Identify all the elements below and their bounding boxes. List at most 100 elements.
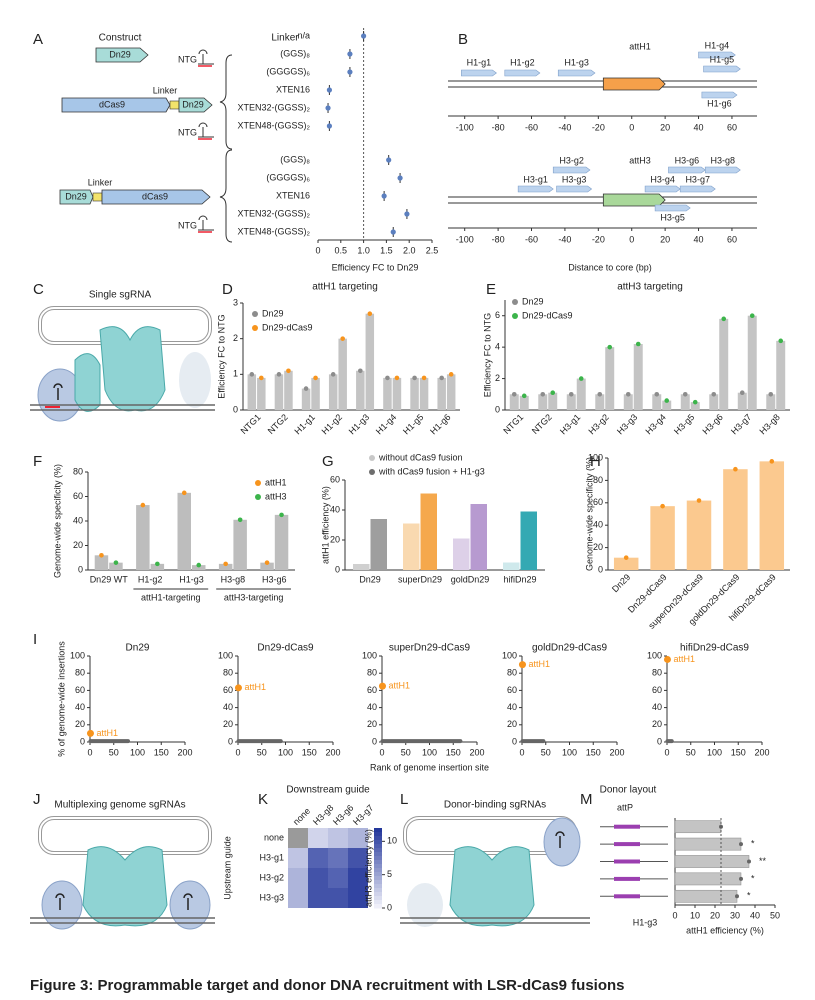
bar <box>719 318 729 410</box>
panel-label: D <box>222 281 233 298</box>
y-tick-label: 40 <box>75 702 85 712</box>
dot <box>361 33 367 39</box>
category-label: XTEN32-(GGSS)₂ <box>237 102 310 112</box>
bar <box>686 500 712 570</box>
panel-label: B <box>458 31 468 48</box>
y-tick-label: 20 <box>593 542 603 552</box>
cell <box>308 848 328 868</box>
bar <box>419 377 429 410</box>
dcas9 <box>41 880 83 930</box>
x-tick-label: 2.5 <box>426 245 439 255</box>
bar <box>218 563 233 570</box>
y-axis-label: Upstream guide <box>222 836 232 900</box>
colorbar <box>374 892 382 897</box>
cell <box>348 828 368 848</box>
y-tick-label: 60 <box>73 491 83 501</box>
bar-dot <box>259 375 264 381</box>
sgrna-icon <box>198 49 214 65</box>
category-label: (GGS)₈ <box>280 48 310 58</box>
bar-dot <box>330 372 336 377</box>
bar <box>247 374 257 410</box>
colorbar <box>374 880 382 885</box>
row-label: H3-g3 <box>259 892 284 902</box>
panel-label: C <box>33 281 44 298</box>
cell <box>348 888 368 908</box>
chart-title: attH3 targeting <box>617 282 683 293</box>
bar-dot <box>340 336 345 341</box>
bar <box>365 313 375 410</box>
x-tick-label: H3-g3 <box>615 412 639 436</box>
x-tick-label: 0 <box>315 245 320 255</box>
colorbar <box>374 848 382 853</box>
bar <box>503 562 520 570</box>
bar <box>674 820 722 834</box>
attp-site <box>614 859 640 864</box>
bar <box>747 315 757 410</box>
x-tick-label: 30 <box>730 910 740 920</box>
x-tick-label: NTG2 <box>530 412 554 436</box>
legend-label: Dn29 <box>262 308 284 318</box>
bar-dot <box>303 386 309 391</box>
y-tick-label: 40 <box>652 702 662 712</box>
y-axis-label: attH3 efficiency (%) <box>363 829 373 907</box>
chart-title: attH1 targeting <box>312 282 378 293</box>
x-tick-label: 20 <box>660 122 670 132</box>
x-tick-label: goldDn29 <box>451 574 490 584</box>
bar-dot <box>568 391 574 397</box>
dcas9-block <box>61 97 171 113</box>
label: Linker <box>88 177 113 187</box>
colorbar <box>374 896 382 901</box>
y-tick-label: 80 <box>73 466 83 476</box>
bar-dot <box>550 390 556 396</box>
row-label: H3-g2 <box>259 872 284 882</box>
cell <box>308 888 328 908</box>
colorbar <box>374 840 382 845</box>
point <box>518 661 526 669</box>
bar <box>690 402 700 410</box>
guide-label: H3-g7 <box>685 174 710 184</box>
bar <box>233 519 247 570</box>
panel-label: M <box>580 791 593 808</box>
guide <box>557 69 596 77</box>
colorbar <box>374 876 382 881</box>
colorbar <box>374 864 382 869</box>
bar <box>403 523 420 570</box>
x-tick-label: 0 <box>235 747 240 757</box>
guide-label: H1-g1 <box>467 57 492 67</box>
attp-site <box>614 842 640 847</box>
colorbar <box>374 900 382 905</box>
dcas9 <box>169 880 211 930</box>
x-tick-label: 100 <box>422 747 437 757</box>
guide <box>552 166 591 174</box>
map-title: attH3 <box>629 155 651 165</box>
bar <box>353 564 370 570</box>
x-tick-label: 150 <box>154 747 169 757</box>
significance: * <box>751 873 755 883</box>
bar-dot <box>682 391 688 397</box>
y-tick-label: 60 <box>652 685 662 695</box>
y-tick-label: 0 <box>372 736 377 746</box>
guide <box>644 185 681 193</box>
bar <box>311 377 320 410</box>
core <box>602 193 666 207</box>
colorbar-tick-label: 0 <box>387 902 392 912</box>
x-tick-label: -40 <box>558 234 571 244</box>
x-tick-label: H1-g5 <box>401 412 425 436</box>
bar <box>192 565 206 570</box>
cell <box>288 828 308 848</box>
x-tick-label: 200 <box>469 747 484 757</box>
legend-marker <box>369 455 375 461</box>
x-tick-label: 200 <box>177 747 192 757</box>
x-tick-label: 100 <box>278 747 293 757</box>
bar <box>328 374 338 410</box>
y-tick-label: 0 <box>80 736 85 746</box>
x-tick-label: 50 <box>401 747 411 757</box>
dot <box>381 193 387 199</box>
bar-dot <box>367 311 373 317</box>
y-tick-label: 20 <box>652 719 662 729</box>
category-label: XTEN32-(GGSS)₂ <box>237 208 310 218</box>
y-tick-label: 20 <box>223 719 233 729</box>
bar <box>662 400 672 410</box>
point-label: attH1 <box>388 680 410 690</box>
x-tick-label: -40 <box>558 122 571 132</box>
